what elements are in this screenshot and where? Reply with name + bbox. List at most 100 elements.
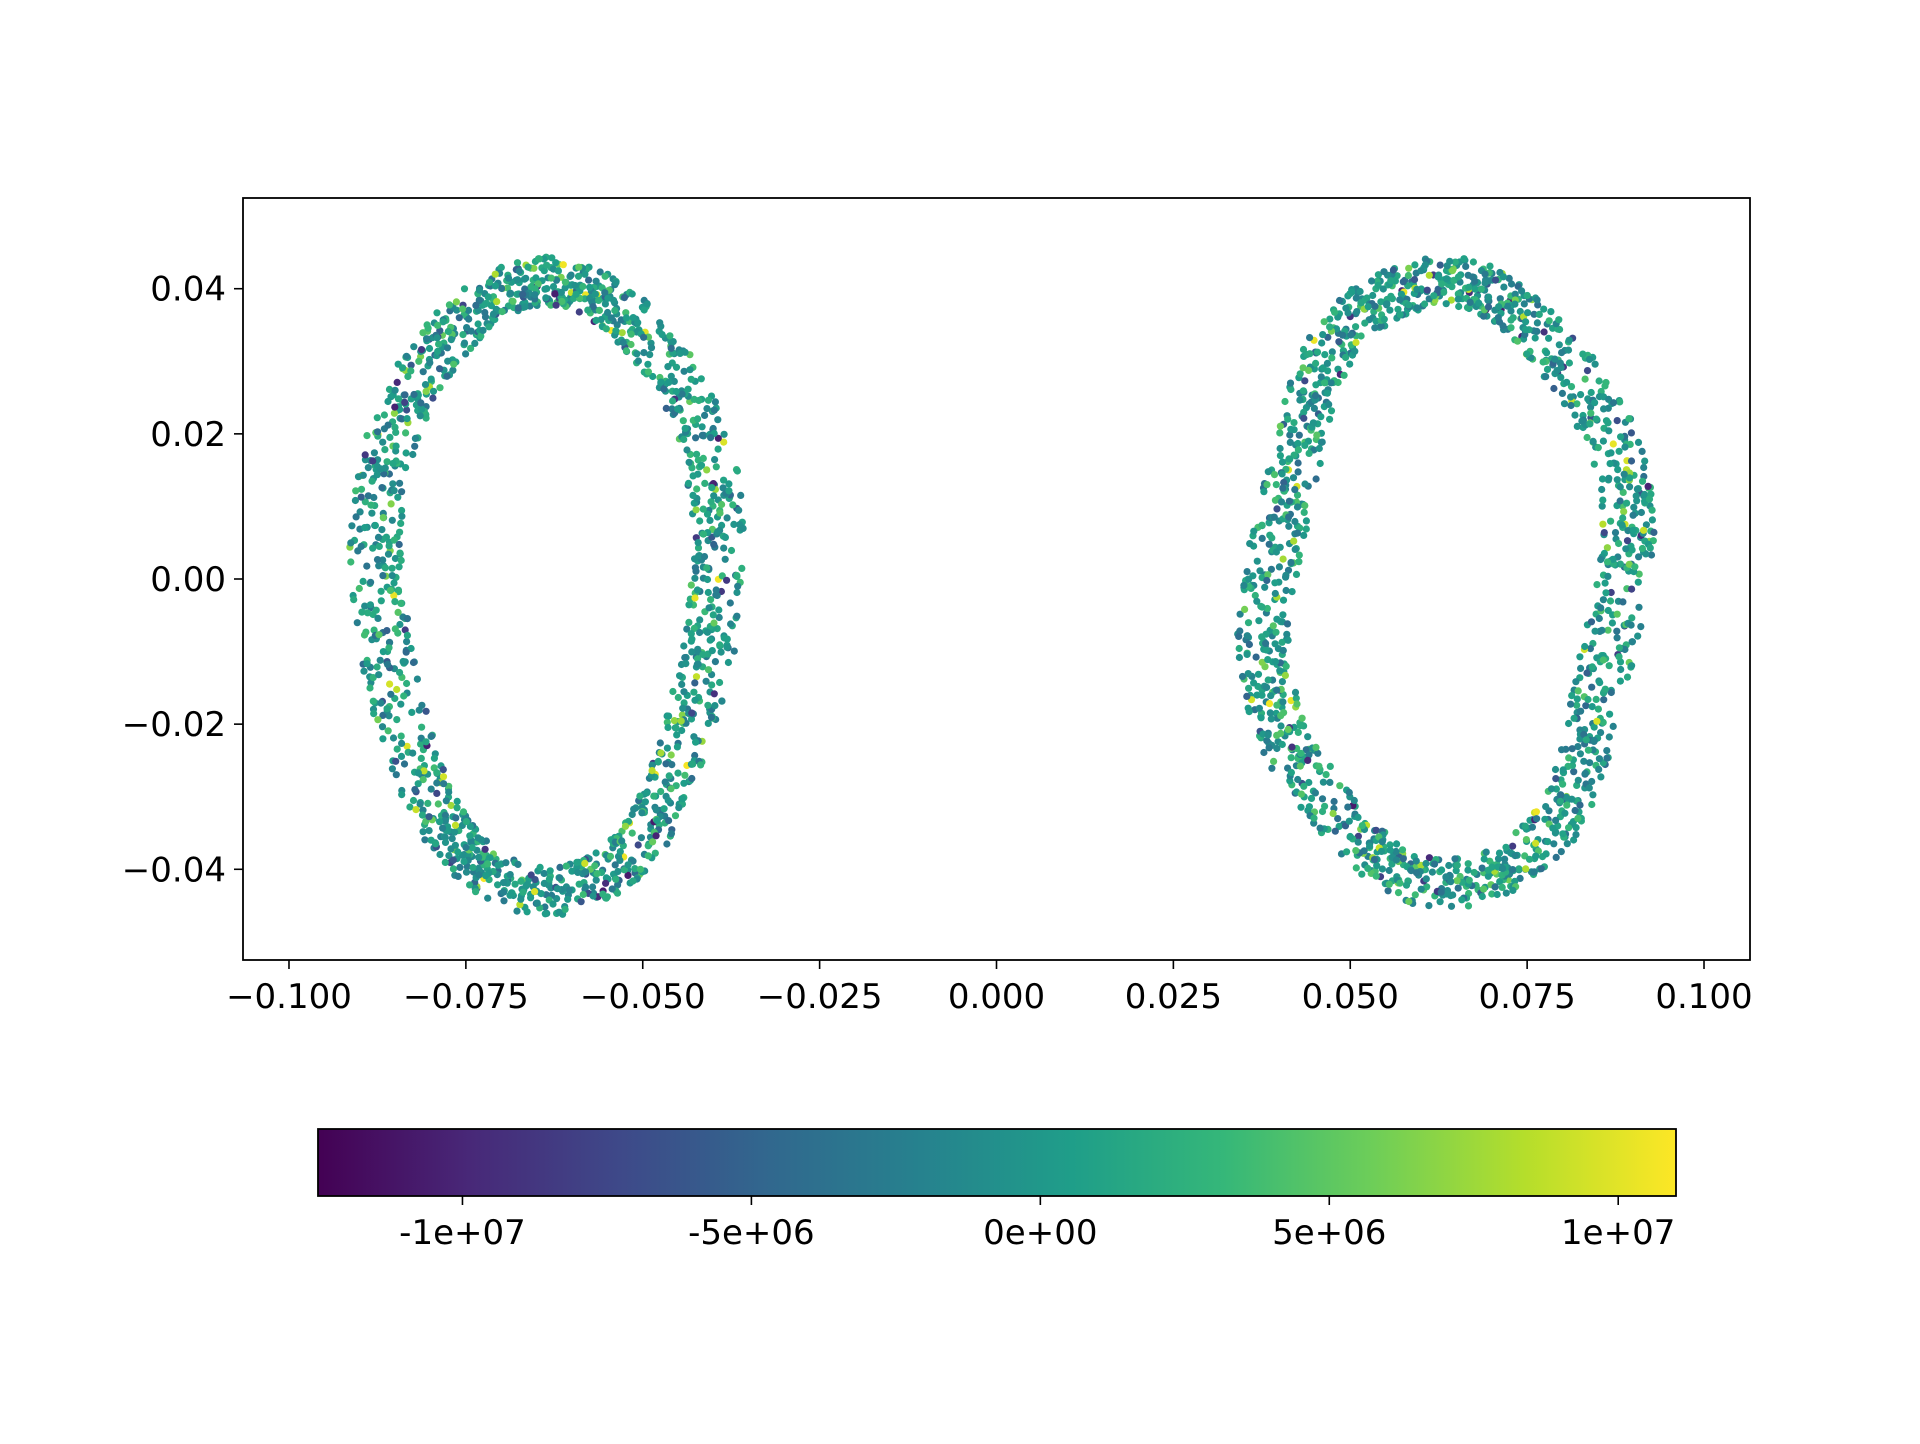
scatter-point xyxy=(681,771,689,779)
scatter-point xyxy=(1373,862,1381,870)
scatter-point xyxy=(373,556,382,564)
scatter-point xyxy=(1637,508,1645,517)
scatter-point xyxy=(650,792,658,800)
scatter-point xyxy=(398,739,406,748)
scatter-point xyxy=(1305,803,1313,811)
scatter-point xyxy=(664,796,672,805)
scatter-point xyxy=(1295,551,1303,559)
scatter-point xyxy=(477,836,485,844)
scatter-point xyxy=(1625,560,1633,568)
scatter-point xyxy=(389,459,397,468)
scatter-point xyxy=(1523,291,1531,300)
scatter-point xyxy=(1509,886,1517,895)
scatter-point xyxy=(1552,775,1560,783)
scatter-point xyxy=(710,540,718,549)
scatter-point xyxy=(542,294,550,302)
scatter-point xyxy=(1361,319,1369,327)
scatter-point xyxy=(1302,517,1310,525)
scatter-point xyxy=(1488,863,1496,871)
scatter-point xyxy=(436,365,444,373)
scatter-point xyxy=(536,863,544,872)
scatter-point xyxy=(1364,864,1372,873)
scatter-point xyxy=(395,540,403,549)
scatter-point xyxy=(1644,482,1652,490)
scatter-point xyxy=(1583,367,1592,375)
scatter-point xyxy=(573,858,581,867)
scatter-point xyxy=(1258,521,1266,529)
scatter-point xyxy=(1556,325,1564,334)
scatter-point xyxy=(1602,589,1610,597)
scatter-point xyxy=(1294,446,1302,454)
scatter-point xyxy=(1380,268,1388,276)
scatter-point xyxy=(421,836,429,844)
scatter-point xyxy=(439,318,447,326)
scatter-point xyxy=(1307,794,1316,803)
scatter-point xyxy=(1312,359,1320,367)
scatter-point xyxy=(484,860,492,868)
scatter-point xyxy=(1250,679,1258,687)
scatter-point xyxy=(1586,759,1594,767)
scatter-point xyxy=(397,700,405,708)
scatter-point xyxy=(370,710,378,718)
scatter-point xyxy=(379,735,387,743)
scatter-point xyxy=(404,372,412,381)
scatter-point xyxy=(1602,417,1611,425)
scatter-point xyxy=(450,360,458,368)
scatter-point xyxy=(681,424,689,432)
scatter-point xyxy=(363,432,371,440)
scatter-point xyxy=(553,885,562,893)
scatter-point xyxy=(1278,678,1286,686)
scatter-point xyxy=(1573,422,1581,430)
scatter-point xyxy=(1282,662,1290,670)
scatter-point xyxy=(422,387,430,395)
scatter-point xyxy=(692,673,701,681)
scatter-point xyxy=(1387,292,1395,300)
scatter-point xyxy=(1354,838,1362,846)
scatter-point xyxy=(1350,796,1358,805)
scatter-point xyxy=(561,905,569,914)
scatter-point xyxy=(1345,788,1353,797)
scatter-point xyxy=(460,285,469,293)
scatter-point xyxy=(1634,578,1642,586)
scatter-point xyxy=(1646,544,1654,552)
colorbar: -1e+07 -5e+06 0e+00 5e+06 1e+07 xyxy=(317,1128,1677,1253)
scatter-point xyxy=(1277,729,1285,738)
y-tick-label: −0.02 xyxy=(122,705,226,745)
scatter-point xyxy=(504,274,513,282)
scatter-point xyxy=(1272,628,1280,636)
scatter-point xyxy=(1297,749,1305,758)
x-tick-label: 0.050 xyxy=(1302,977,1399,1017)
scatter-point xyxy=(1305,449,1313,457)
scatter-point xyxy=(364,609,372,617)
scatter-point xyxy=(1609,440,1617,448)
scatter-point xyxy=(388,572,396,580)
scatter-point xyxy=(670,377,678,385)
scatter-point xyxy=(1345,817,1353,825)
scatter-point xyxy=(1484,303,1493,311)
scatter-point xyxy=(1615,447,1623,455)
scatter-point xyxy=(1495,849,1504,857)
scatter-point xyxy=(1417,885,1425,893)
scatter-point xyxy=(1507,280,1516,288)
scatter-point xyxy=(1310,814,1318,822)
scatter-point xyxy=(519,290,527,298)
scatter-point xyxy=(1267,565,1275,573)
scatter-point xyxy=(1271,589,1279,598)
scatter-point xyxy=(1532,852,1540,860)
scatter-point xyxy=(1558,389,1566,397)
scatter-point xyxy=(1535,310,1543,318)
scatter-point xyxy=(497,263,505,271)
scatter-point xyxy=(1650,528,1658,537)
scatter-point xyxy=(373,663,381,671)
scatter-point xyxy=(693,450,701,458)
scatter-point xyxy=(466,832,474,840)
scatter-point xyxy=(1574,776,1582,784)
scatter-point xyxy=(401,398,409,406)
scatter-point xyxy=(521,303,529,311)
scatter-point xyxy=(484,293,492,301)
scatter-point xyxy=(1607,449,1615,457)
scatter-point xyxy=(364,492,372,500)
scatter-point xyxy=(1263,481,1271,489)
scatter-point xyxy=(1545,334,1553,342)
scatter-point xyxy=(556,874,564,882)
